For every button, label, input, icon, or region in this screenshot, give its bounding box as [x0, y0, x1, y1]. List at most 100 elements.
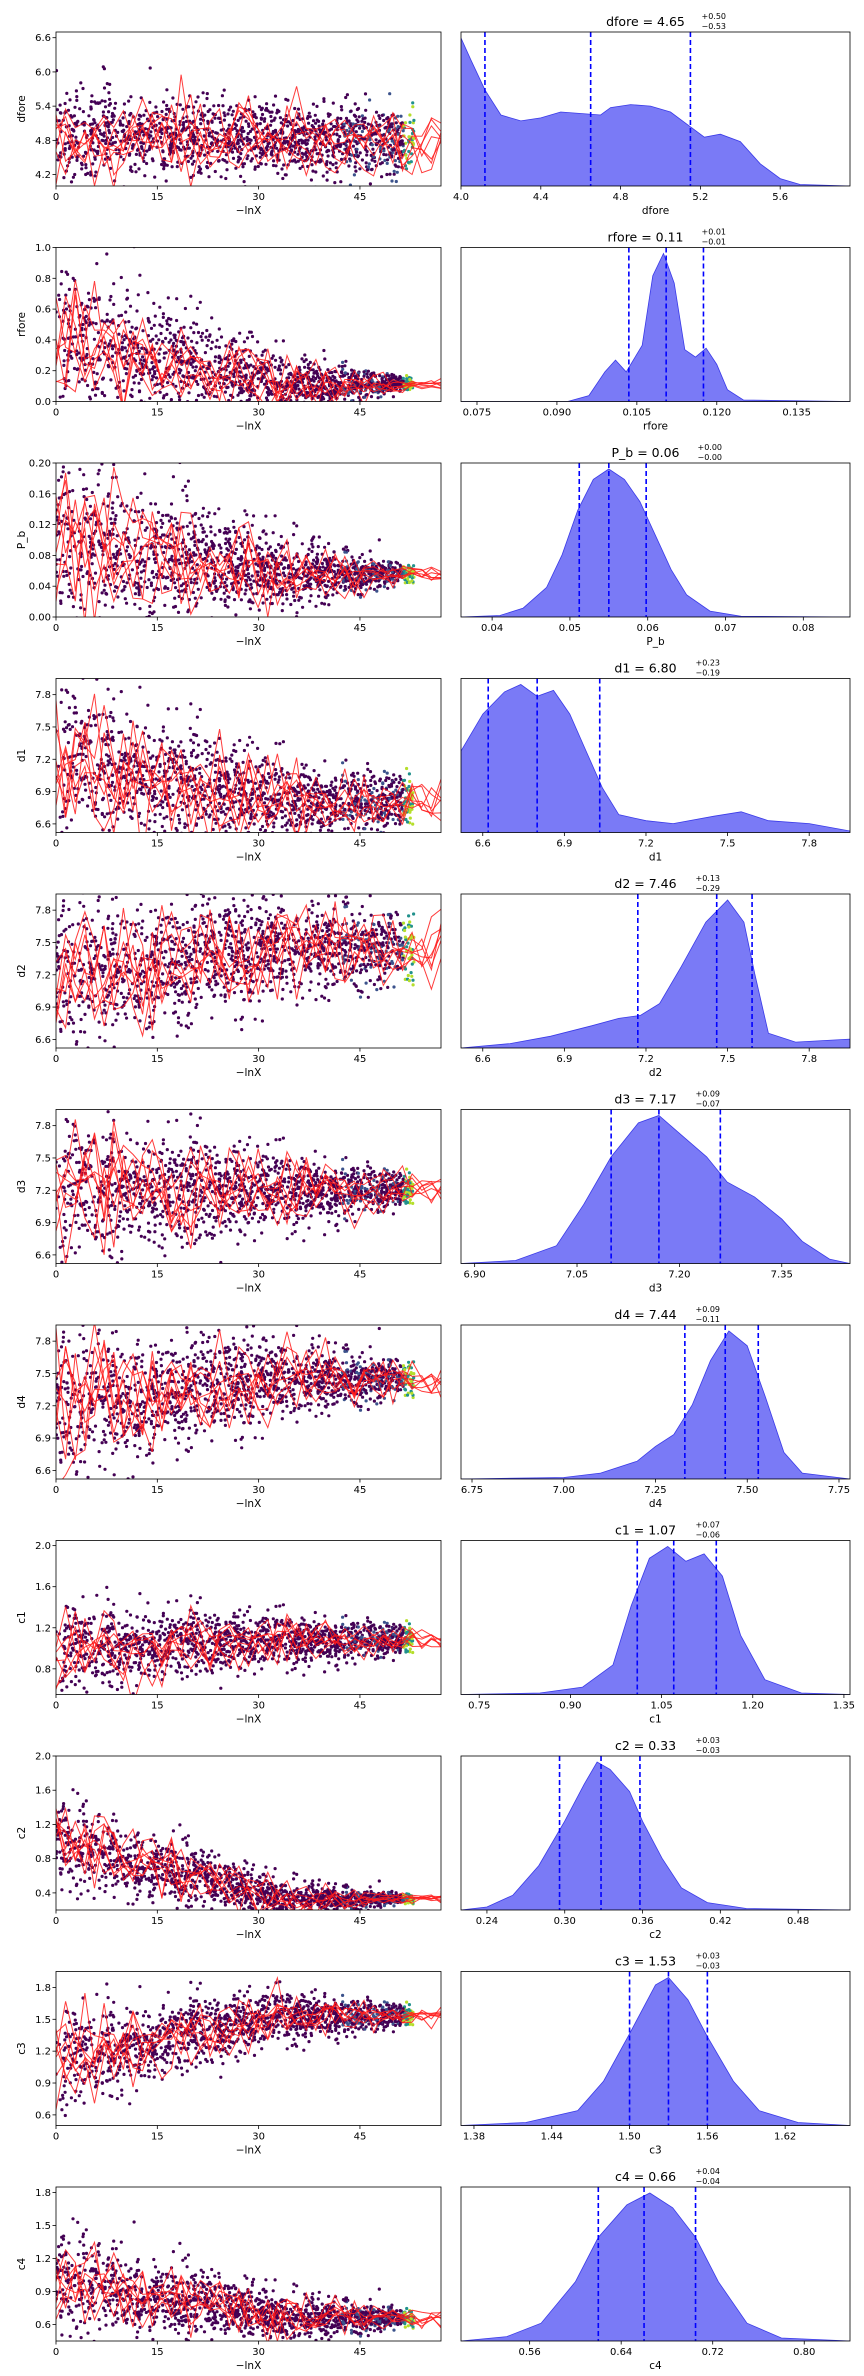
- trace-point: [181, 107, 185, 111]
- trace-point: [178, 103, 182, 107]
- trace-point: [302, 126, 306, 130]
- trace-point: [57, 119, 61, 123]
- trace-point: [117, 730, 121, 735]
- trace-point: [89, 173, 93, 177]
- panel-row-P_b: 0 15 30 450.000.040.080.120.160.20−lnXP_b0.…: [16, 443, 851, 648]
- trace-point: [148, 368, 152, 372]
- trace-point: [230, 150, 235, 154]
- trace-point: [249, 600, 253, 604]
- trace-point: [129, 165, 133, 169]
- trace-point: [163, 829, 167, 833]
- trace-point: [108, 298, 112, 302]
- trace-point: [154, 796, 159, 801]
- trace-point: [173, 336, 177, 340]
- y-tick-label: 0.00: [29, 613, 51, 624]
- trace-point: [278, 368, 283, 372]
- trace-point: [296, 152, 300, 156]
- trace-point: [104, 753, 109, 757]
- trace-point: [399, 777, 403, 782]
- trace-point: [110, 506, 114, 510]
- trace-point: [114, 544, 118, 548]
- trace-point: [123, 585, 127, 589]
- trace-ylabel: rfore: [16, 312, 28, 337]
- trace-point: [179, 767, 183, 771]
- trace-point: [408, 574, 412, 579]
- trace-point: [196, 538, 201, 542]
- trace-point: [253, 165, 257, 169]
- trace-point: [103, 583, 107, 587]
- trace-point: [197, 165, 201, 169]
- trace-point: [84, 166, 88, 170]
- trace-point: [362, 370, 366, 374]
- trace-point: [385, 161, 389, 165]
- trace-point: [181, 123, 185, 127]
- trace-point: [123, 346, 127, 350]
- trace-point: [101, 139, 106, 143]
- trace-point: [353, 376, 358, 380]
- trace-point: [321, 565, 325, 569]
- trace-point: [121, 116, 125, 120]
- trace-point: [243, 538, 247, 542]
- trace-point: [253, 95, 257, 99]
- trace-point: [387, 128, 391, 132]
- trace-point: [152, 575, 156, 579]
- trace-point: [186, 610, 190, 614]
- trace-point: [59, 601, 63, 606]
- trace-point: [304, 358, 308, 362]
- trace-point: [224, 537, 228, 541]
- trace-point: [60, 830, 64, 833]
- trace-point: [105, 252, 109, 256]
- trace-point: [334, 572, 338, 576]
- trace-point: [259, 366, 263, 370]
- trace-point: [112, 463, 116, 467]
- trace-point: [294, 568, 298, 572]
- trace-point: [290, 808, 295, 812]
- trace-point: [61, 394, 65, 398]
- trace-point: [89, 105, 93, 109]
- trace-point: [385, 771, 389, 775]
- trace-point: [218, 529, 222, 534]
- trace-point: [312, 371, 316, 375]
- trace-point: [69, 818, 73, 822]
- trace-point: [83, 150, 88, 154]
- trace-point: [61, 470, 65, 474]
- trace-point: [178, 371, 182, 375]
- trace-point: [58, 395, 62, 399]
- trace-point: [315, 552, 319, 556]
- trace-point: [333, 380, 337, 384]
- trace-point: [270, 153, 274, 157]
- trace-point: [155, 341, 159, 345]
- trace-point: [323, 583, 327, 588]
- trace-point: [204, 764, 208, 768]
- trace-point: [358, 126, 362, 130]
- trace-point: [195, 322, 199, 326]
- trace-point: [159, 789, 163, 793]
- trace-point: [137, 590, 141, 595]
- trace-point: [87, 795, 91, 800]
- trace-point: [300, 542, 304, 546]
- trace-point: [201, 530, 205, 534]
- trace-point: [380, 161, 384, 165]
- trace-point: [327, 579, 331, 584]
- trace-point: [111, 552, 115, 557]
- posterior-density-area: [461, 37, 850, 186]
- trace-point: [193, 540, 197, 544]
- trace-point: [107, 365, 111, 369]
- trace-point: [192, 159, 196, 163]
- x-tick-label: 45: [354, 408, 367, 419]
- trace-point: [257, 105, 262, 109]
- trace-point: [327, 149, 331, 153]
- trace-point: [289, 602, 293, 607]
- trace-point: [257, 608, 261, 612]
- trace-point: [193, 512, 197, 516]
- trace-point: [279, 534, 283, 539]
- trace-point: [245, 513, 249, 517]
- trace-point: [178, 398, 182, 402]
- trace-point: [378, 116, 382, 120]
- trace-point: [225, 168, 229, 172]
- trace-point: [165, 392, 169, 396]
- trace-point: [162, 167, 166, 171]
- trace-point: [235, 142, 239, 146]
- trace-point: [122, 338, 126, 342]
